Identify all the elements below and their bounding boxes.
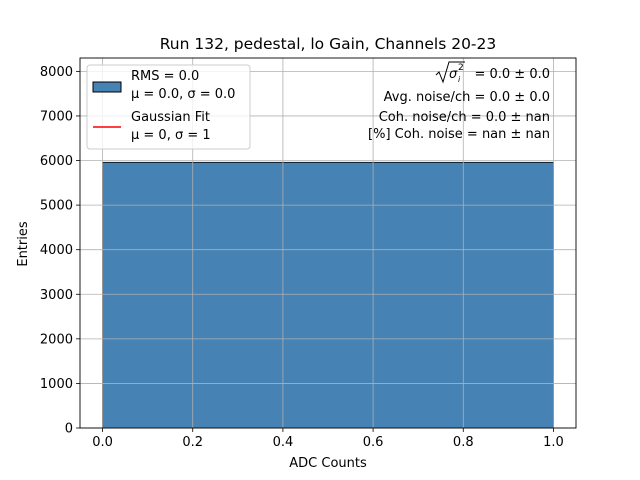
annotation-coh-noise: Coh. noise/ch = 0.0 ± nan <box>379 110 550 125</box>
stats-annotations: σ 2 i = 0.0 ± 0.0 Avg. noise/ch = 0.0 ± … <box>368 61 550 142</box>
sqrt-sign <box>435 61 465 84</box>
plot-area: 0.0 0.2 0.4 0.6 0.8 1.0 0 1000 2000 3000 4000 5000… <box>40 57 577 450</box>
y-tick-label-0: 0 <box>65 422 73 437</box>
legend-fit-line2: μ = 0, σ = 1 <box>131 128 211 143</box>
y-tick-label-8: 8000 <box>40 65 73 80</box>
legend-histogram-line2: μ = 0.0, σ = 0.0 <box>131 87 235 102</box>
y-tick-label-5: 5000 <box>40 199 73 214</box>
x-tick-label-5: 1.0 <box>543 435 564 450</box>
x-tick-label-1: 0.2 <box>182 435 203 450</box>
histogram-bars <box>102 161 554 429</box>
y-tick-label-1: 1000 <box>40 377 73 392</box>
y-tick-label-3: 3000 <box>40 288 73 303</box>
y-axis-ticks: 0 1000 2000 3000 4000 5000 6000 7000 8000 <box>40 65 80 437</box>
legend-fit-line1: Gaussian Fit <box>131 110 210 125</box>
sigma-glyph: σ <box>449 67 458 82</box>
x-tick-label-2: 0.4 <box>273 435 294 450</box>
x-axis-ticks: 0.0 0.2 0.4 0.6 0.8 1.0 <box>92 428 564 450</box>
y-tick-label-2: 2000 <box>40 332 73 347</box>
sigma-superscript: 2 <box>458 63 464 73</box>
annotation-sigma-value: = 0.0 ± 0.0 <box>474 67 550 82</box>
x-tick-label-4: 0.8 <box>453 435 474 450</box>
chart-title: Run 132, pedestal, lo Gain, Channels 20-… <box>160 35 497 53</box>
x-axis-label: ADC Counts <box>289 456 367 471</box>
y-tick-label-4: 4000 <box>40 243 73 258</box>
histogram-bar-0 <box>102 161 554 429</box>
y-axis-label: Entries <box>16 221 31 267</box>
sigma-subscript: i <box>458 75 461 84</box>
y-tick-label-7: 7000 <box>40 109 73 124</box>
legend-box <box>86 64 251 150</box>
legend-histogram-line1: RMS = 0.0 <box>131 69 199 84</box>
sigma-symbol: σ 2 i <box>435 61 465 84</box>
annotation-avg-noise: Avg. noise/ch = 0.0 ± 0.0 <box>384 90 550 105</box>
axes-frame <box>79 57 577 429</box>
x-tick-label-3: 0.6 <box>363 435 384 450</box>
annotation-coh-percent: [%] Coh. noise = nan ± nan <box>368 127 550 142</box>
x-tick-label-0: 0.0 <box>92 435 113 450</box>
y-tick-label-6: 6000 <box>40 154 73 169</box>
legend: RMS = 0.0 μ = 0.0, σ = 0.0 Gaussian Fit … <box>86 64 251 150</box>
legend-histogram-swatch <box>92 81 122 93</box>
